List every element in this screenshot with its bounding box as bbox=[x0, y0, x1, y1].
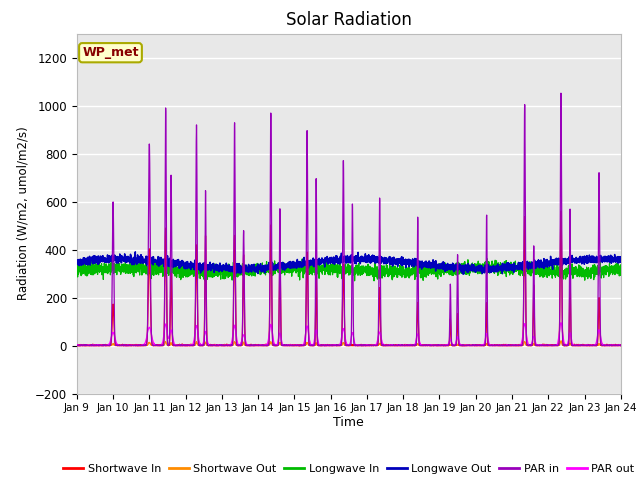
PAR out bbox=[332, 343, 339, 348]
Longwave Out bbox=[573, 258, 581, 264]
Line: PAR in: PAR in bbox=[77, 93, 621, 346]
Shortwave In bbox=[332, 342, 339, 348]
Shortwave In bbox=[301, 335, 309, 340]
Longwave Out bbox=[332, 259, 339, 264]
PAR out bbox=[73, 342, 81, 348]
Y-axis label: Radiation (W/m2, umol/m2/s): Radiation (W/m2, umol/m2/s) bbox=[17, 127, 29, 300]
PAR out bbox=[498, 343, 506, 348]
Longwave In bbox=[73, 271, 81, 276]
Shortwave In bbox=[557, 208, 564, 214]
PAR out bbox=[306, 338, 314, 344]
Shortwave Out bbox=[301, 342, 309, 348]
PAR in bbox=[306, 343, 314, 348]
Shortwave In bbox=[306, 343, 314, 348]
Shortwave Out bbox=[617, 343, 625, 348]
Shortwave In bbox=[73, 343, 81, 348]
Line: Longwave Out: Longwave Out bbox=[77, 252, 621, 274]
Longwave Out bbox=[468, 266, 476, 272]
Shortwave In bbox=[617, 343, 625, 348]
Shortwave In bbox=[600, 343, 608, 348]
Longwave Out bbox=[131, 249, 139, 255]
Longwave In bbox=[573, 273, 581, 278]
PAR out bbox=[301, 333, 309, 338]
PAR in bbox=[227, 343, 235, 348]
Line: Longwave In: Longwave In bbox=[77, 258, 621, 281]
PAR in bbox=[557, 90, 564, 96]
Legend: Shortwave In, Shortwave Out, Longwave In, Longwave Out, PAR in, PAR out: Shortwave In, Shortwave Out, Longwave In… bbox=[59, 459, 639, 478]
PAR in bbox=[301, 336, 309, 342]
Shortwave Out bbox=[573, 343, 581, 348]
Longwave In bbox=[301, 265, 309, 271]
PAR out bbox=[617, 343, 625, 348]
PAR in bbox=[73, 343, 81, 348]
Shortwave Out bbox=[557, 338, 564, 344]
PAR out bbox=[557, 320, 564, 325]
Text: WP_met: WP_met bbox=[82, 46, 139, 59]
Shortwave Out bbox=[600, 343, 608, 348]
Shortwave Out bbox=[306, 343, 314, 348]
Longwave In bbox=[468, 265, 476, 271]
PAR in bbox=[617, 343, 625, 348]
Shortwave Out bbox=[332, 343, 339, 348]
Shortwave In bbox=[573, 343, 581, 348]
Line: Shortwave Out: Shortwave Out bbox=[77, 341, 621, 346]
PAR in bbox=[332, 342, 339, 348]
Longwave Out bbox=[600, 259, 608, 264]
Longwave In bbox=[483, 255, 491, 261]
Longwave In bbox=[617, 268, 625, 274]
Longwave Out bbox=[306, 259, 314, 264]
Longwave In bbox=[600, 267, 608, 273]
Longwave Out bbox=[301, 261, 309, 266]
Longwave In bbox=[306, 266, 314, 272]
Longwave Out bbox=[617, 258, 625, 264]
PAR out bbox=[468, 343, 476, 348]
PAR out bbox=[573, 343, 581, 348]
Longwave Out bbox=[460, 271, 468, 277]
Line: Shortwave In: Shortwave In bbox=[77, 211, 621, 346]
Longwave Out bbox=[73, 262, 81, 267]
Longwave In bbox=[332, 266, 339, 272]
Shortwave In bbox=[73, 343, 81, 348]
PAR out bbox=[600, 343, 608, 348]
Title: Solar Radiation: Solar Radiation bbox=[286, 11, 412, 29]
Shortwave Out bbox=[73, 343, 81, 348]
Longwave In bbox=[351, 278, 358, 284]
PAR in bbox=[468, 342, 476, 348]
PAR in bbox=[600, 343, 608, 348]
Shortwave Out bbox=[468, 342, 476, 348]
Shortwave In bbox=[468, 342, 476, 348]
PAR in bbox=[573, 343, 581, 348]
Shortwave Out bbox=[548, 343, 556, 348]
X-axis label: Time: Time bbox=[333, 416, 364, 429]
Line: PAR out: PAR out bbox=[77, 323, 621, 346]
